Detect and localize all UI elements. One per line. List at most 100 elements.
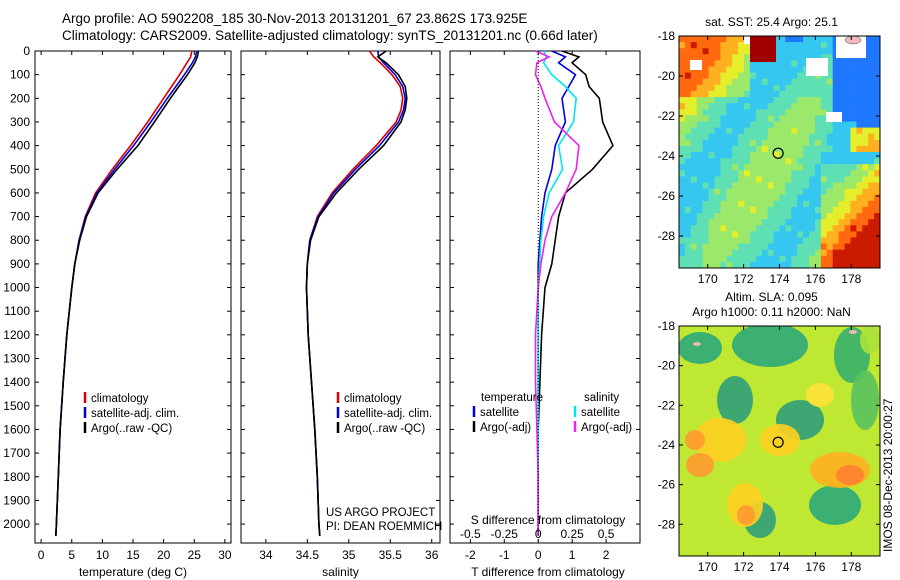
sst-cell (708, 97, 716, 104)
sst-cell (761, 194, 769, 202)
x-tick-label: -1 (499, 548, 510, 562)
sst-cell (874, 109, 880, 116)
sst-cell (690, 121, 698, 129)
sst-cell (809, 231, 816, 239)
sst-cell (679, 145, 686, 153)
sst-cell (874, 103, 880, 110)
y-tick-label: 1600 (3, 422, 30, 436)
sst-cell (832, 237, 840, 245)
sst-cell (720, 145, 727, 153)
sst-cell (702, 219, 710, 226)
sst-cell (850, 188, 857, 196)
sst-cell (755, 103, 763, 110)
sst-cell (696, 182, 704, 190)
project-annotation: US ARGO PROJECT (326, 507, 435, 519)
sst-cell (714, 145, 721, 153)
sst-cell (862, 90, 869, 98)
sla-blob (806, 383, 834, 407)
sst-cell (820, 164, 828, 171)
sst-cell (726, 225, 733, 232)
sst-cell (744, 121, 751, 129)
sst-cell (744, 176, 751, 184)
sst-cell (809, 115, 816, 123)
sst-cell (679, 213, 686, 220)
sst-cell (826, 90, 834, 98)
sst-cell (815, 84, 822, 92)
sst-cell (815, 139, 822, 147)
sst-cell (755, 200, 763, 208)
sst-cell (838, 72, 846, 80)
sst-cell (738, 36, 745, 43)
sst-cell (738, 127, 745, 135)
sst-cell (850, 182, 857, 190)
sst-cell (679, 231, 686, 239)
sst-cell (791, 66, 798, 74)
sst-cell (856, 133, 863, 141)
sst-cell (773, 255, 781, 263)
sst-cell (803, 97, 810, 104)
sst-cell (696, 133, 704, 141)
sst-cell (767, 231, 775, 239)
sst-cell (850, 121, 857, 129)
sst-cell (690, 200, 698, 208)
sst-cell (850, 115, 857, 123)
sst-cell (679, 176, 686, 184)
sst-cell (690, 206, 698, 214)
sst-cell (856, 206, 863, 214)
sst-cell (785, 255, 792, 263)
sst-cell (832, 225, 840, 232)
sst-cell (684, 121, 692, 129)
sst-cell (708, 109, 716, 116)
sst-cell (791, 170, 798, 177)
sst-cell (726, 36, 733, 43)
sst-cell (732, 200, 739, 208)
sst-cell (720, 72, 727, 80)
sst-cell (773, 261, 781, 268)
sst-cell (732, 170, 739, 177)
sst-cell (809, 225, 816, 232)
sst-cell (820, 36, 828, 43)
sst-cell (702, 182, 710, 190)
sst-cell (726, 237, 733, 245)
sst-cell (797, 194, 804, 202)
sst-cell (749, 158, 757, 165)
sst-cell (803, 243, 810, 251)
plot-title-line1: Argo profile: AO 5902208_185 30-Nov-2013… (62, 11, 528, 26)
sst-cell (761, 231, 769, 239)
sla-blob (809, 485, 861, 525)
sst-cell (797, 115, 804, 123)
sst-cell (755, 152, 763, 159)
sst-cell (850, 139, 857, 147)
sla-blob (694, 418, 746, 462)
sst-cell (749, 103, 757, 110)
sst-cell (838, 152, 846, 159)
sst-cell (714, 225, 721, 232)
sst-cell (826, 72, 834, 80)
sst-cell (749, 225, 757, 232)
sst-cell (738, 249, 745, 257)
sst-cell (767, 84, 775, 92)
sst-cell (749, 231, 757, 239)
sst-cell (767, 188, 775, 196)
sst-cell (850, 103, 857, 110)
sst-cell (862, 237, 869, 245)
sst-cell (732, 60, 739, 68)
s-tick-label: -0.25 (491, 527, 519, 541)
sst-cell (868, 243, 875, 251)
legend-header-temperature: temperature (481, 392, 543, 404)
sst-cell (696, 109, 704, 116)
sst-cell (856, 194, 863, 202)
sst-cell (832, 97, 840, 104)
sst-cell (779, 200, 786, 208)
sst-cell (820, 206, 828, 214)
x-axis-label: temperature (deg C) (79, 565, 187, 579)
sst-cell (820, 84, 828, 92)
sst-cell (767, 152, 775, 159)
sst-cell (791, 97, 798, 104)
sst-cell (679, 121, 686, 129)
sst-cell (779, 48, 786, 55)
y-tick-label: 1500 (3, 399, 30, 413)
sst-cell (732, 66, 739, 74)
sst-cell (826, 164, 834, 171)
sst-cell (826, 255, 834, 263)
